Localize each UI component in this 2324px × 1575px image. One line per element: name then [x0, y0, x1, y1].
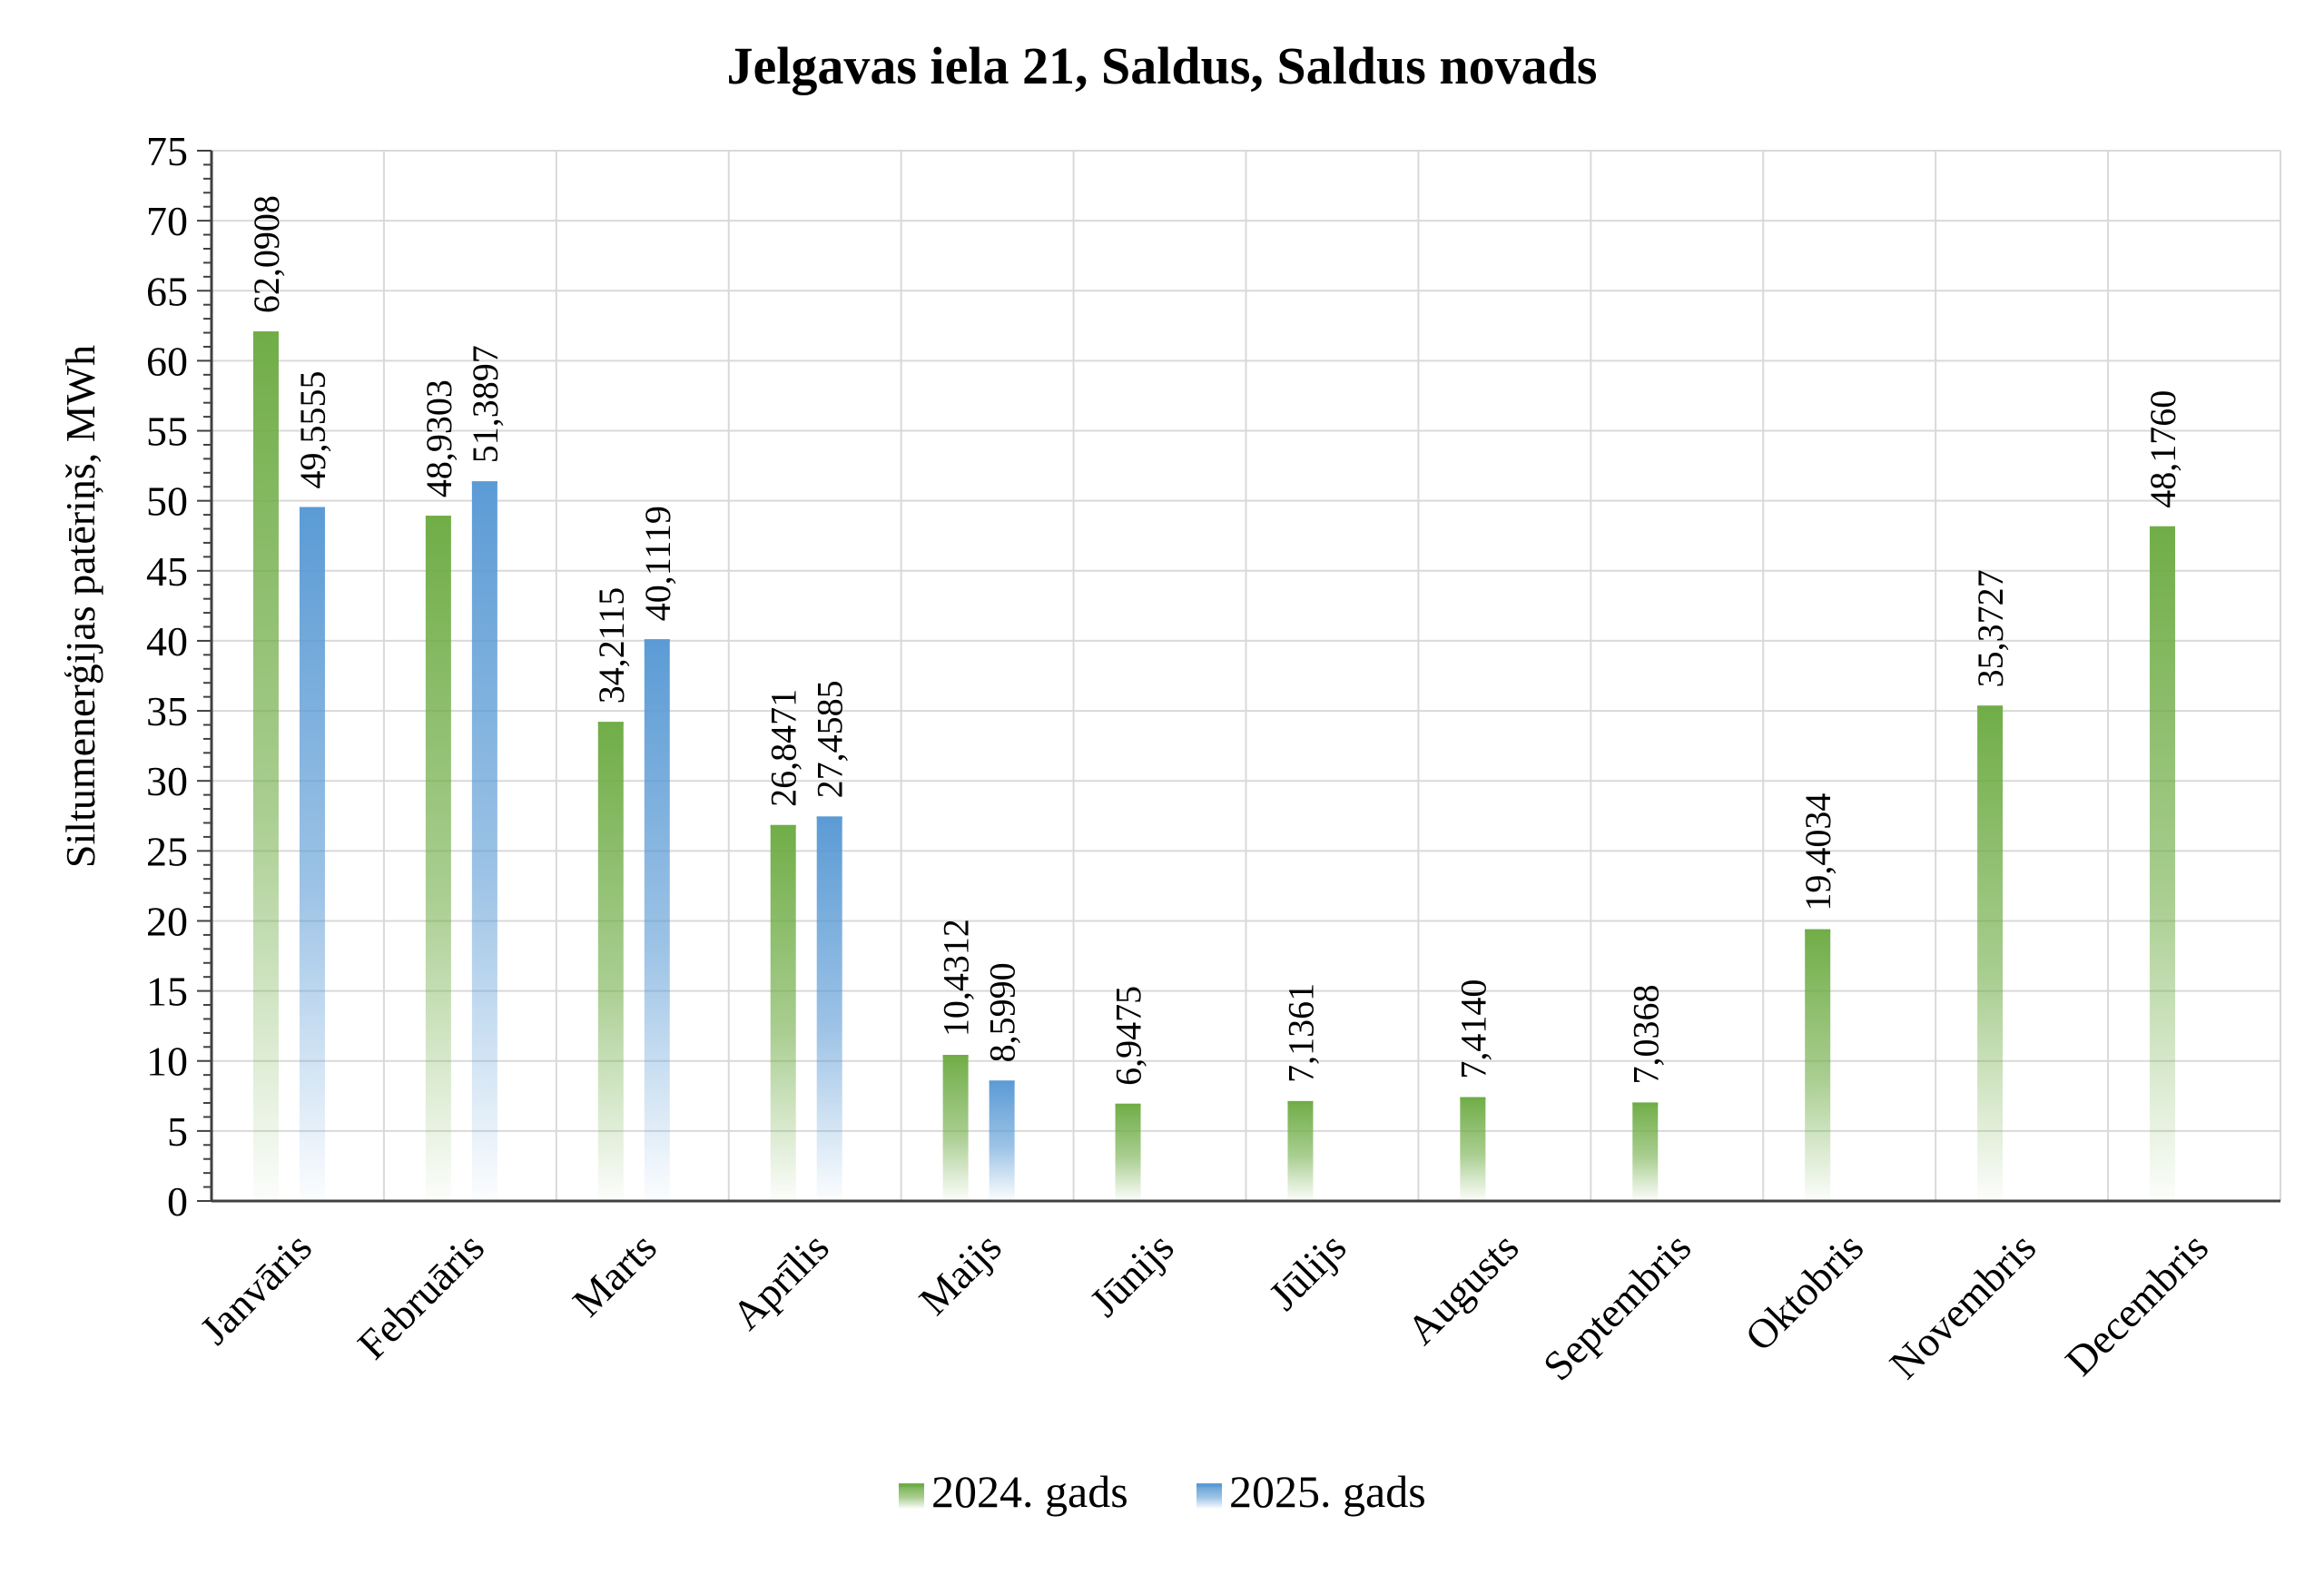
- bar-cap: [425, 516, 451, 519]
- data-label: 19,4034: [1797, 793, 1838, 911]
- y-tick-label: 15: [146, 969, 188, 1015]
- y-tick-label: 20: [146, 898, 188, 944]
- bar-cap: [252, 331, 279, 335]
- bar-2025-2: [644, 639, 670, 1201]
- data-label: 62,0908: [246, 195, 287, 313]
- y-tick-label: 50: [146, 478, 188, 525]
- bar-cap: [816, 816, 842, 820]
- y-tick-label: 10: [146, 1039, 188, 1085]
- legend-label: 2024. gads: [931, 1466, 1128, 1517]
- bar-2024-5: [1115, 1103, 1141, 1201]
- chart-title: Jelgavas iela 21, Saldus, Saldus novads: [727, 36, 1598, 95]
- bar-2024-8: [1632, 1102, 1659, 1201]
- bar-2024-9: [1805, 929, 1831, 1201]
- bar-cap: [1632, 1102, 1659, 1106]
- legend-swatch-cap: [1196, 1483, 1222, 1487]
- x-category-label: Janvāris: [191, 1224, 320, 1354]
- y-tick-label: 25: [146, 828, 188, 874]
- bar-2025-0: [299, 507, 325, 1201]
- data-label: 51,3897: [465, 345, 506, 463]
- data-label: 34,2115: [591, 587, 632, 704]
- bar-cap: [1805, 929, 1831, 932]
- y-tick-label: 30: [146, 758, 188, 804]
- bar-cap: [1460, 1097, 1486, 1100]
- bar-cap: [299, 507, 325, 510]
- bar-cap: [2150, 526, 2176, 529]
- x-category-label: Jūlijs: [1260, 1224, 1355, 1319]
- bar-cap: [597, 722, 624, 725]
- y-tick-label: 55: [146, 409, 188, 455]
- x-category-label: Augusts: [1398, 1224, 1528, 1354]
- data-label: 26,8471: [763, 689, 804, 807]
- x-category-label: Septembris: [1534, 1224, 1699, 1389]
- data-label: 40,1119: [637, 506, 678, 621]
- bar-2024-7: [1460, 1097, 1486, 1201]
- bar-2024-2: [597, 722, 624, 1201]
- bar-cap: [942, 1055, 969, 1058]
- x-category-label: Marts: [564, 1224, 665, 1325]
- bar-2024-10: [1977, 705, 2004, 1201]
- bar-2024-0: [252, 331, 279, 1201]
- data-label: 27,4585: [810, 680, 851, 798]
- bar-cap: [644, 639, 670, 643]
- legend-swatch: [899, 1483, 924, 1509]
- data-label: 7,4140: [1452, 979, 1493, 1079]
- legend-swatch: [1196, 1483, 1222, 1509]
- data-label: 10,4312: [936, 919, 977, 1037]
- bar-cap: [989, 1080, 1015, 1084]
- y-tick-label: 65: [146, 268, 188, 314]
- bar-cap: [770, 824, 796, 828]
- grid-lines: [212, 150, 2281, 1201]
- legend: 2024. gads 2025. gads: [899, 1466, 1426, 1517]
- legend-label: 2025. gads: [1229, 1466, 1426, 1517]
- axes: 0 5 10 15 20 25 30 35 40 45 50 55 60 65 70 75: [146, 128, 2280, 1225]
- bar-cap: [471, 481, 497, 485]
- x-category-label: Jūnijs: [1081, 1224, 1183, 1325]
- data-label: 49,5555: [292, 371, 333, 489]
- y-tick-label: 60: [146, 338, 188, 384]
- x-category-label: Februāris: [349, 1224, 493, 1368]
- data-label: 48,9303: [419, 379, 459, 497]
- bar-2025-3: [816, 816, 842, 1201]
- bars: [252, 331, 2176, 1201]
- y-axis-label: Siltumenerģijas patēriņš, MWh: [57, 345, 103, 868]
- y-tick-label: 0: [167, 1178, 188, 1225]
- y-tick-label: 35: [146, 688, 188, 734]
- x-category-label: Decembris: [2056, 1224, 2217, 1384]
- data-label: 7,1361: [1280, 983, 1321, 1083]
- bar-cap: [1977, 705, 2004, 709]
- bar-2024-4: [942, 1055, 969, 1201]
- data-label: 48,1760: [2142, 390, 2183, 508]
- data-labels: 62,0908 48,9303 34,2115 26,8471 10,4312 6,947…: [246, 195, 2183, 1086]
- data-label: 6,9475: [1108, 986, 1149, 1086]
- data-label: 7,0368: [1625, 984, 1666, 1084]
- bar-2025-1: [471, 481, 497, 1201]
- y-tick-label: 45: [146, 548, 188, 595]
- bar-2024-3: [770, 824, 796, 1201]
- y-tick-label: 70: [146, 198, 188, 244]
- data-label: 8,5990: [982, 962, 1023, 1062]
- x-category-label: Maijs: [911, 1224, 1010, 1324]
- bar-cap: [1287, 1100, 1314, 1104]
- y-tick-label: 40: [146, 618, 188, 664]
- x-category-label: Aprīlis: [723, 1224, 837, 1338]
- bar-2024-11: [2150, 526, 2176, 1201]
- bar-2024-1: [425, 516, 451, 1201]
- bar-cap: [1115, 1103, 1141, 1107]
- data-label: 35,3727: [1970, 569, 2011, 687]
- category-labels: Janvāris Februāris Marts Aprīlis Maijs Jūnijs…: [191, 1224, 2217, 1389]
- legend-swatch-cap: [899, 1483, 924, 1487]
- y-tick-label: 5: [167, 1108, 188, 1155]
- x-category-label: Novembris: [1881, 1224, 2045, 1388]
- bar-2024-6: [1287, 1100, 1314, 1201]
- y-tick-label: 75: [146, 128, 188, 174]
- x-category-label: Oktobris: [1736, 1224, 1872, 1360]
- bar-2025-4: [989, 1080, 1015, 1201]
